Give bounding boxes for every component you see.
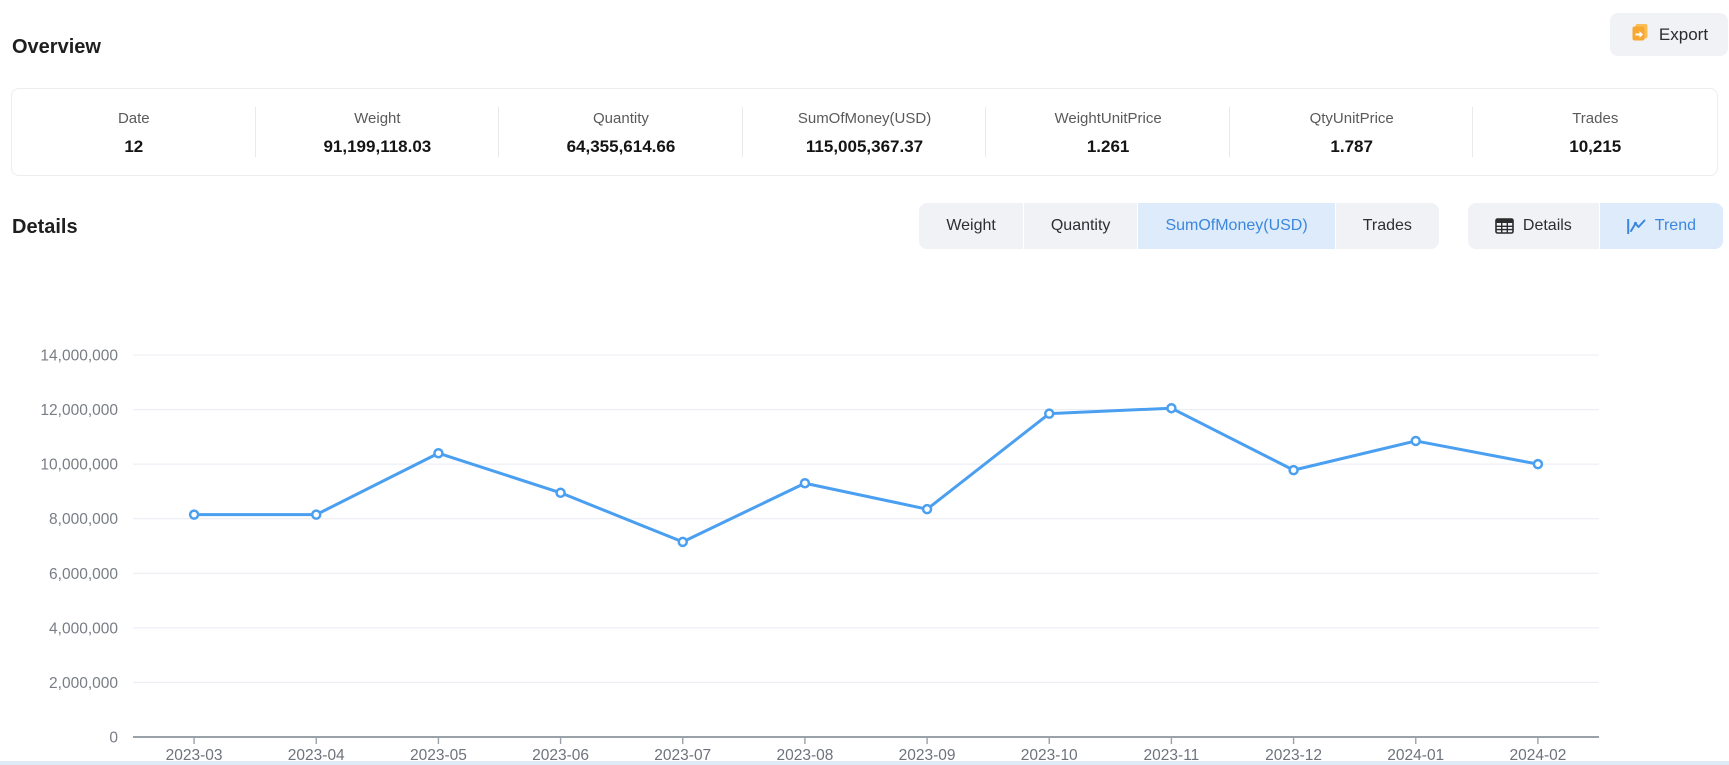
data-point[interactable]	[677, 536, 688, 548]
stat-value: 91,199,118.03	[323, 137, 432, 156]
y-axis-tick-label: 8,000,000	[49, 511, 118, 528]
stat-value: 12	[124, 137, 144, 156]
tab-details-view[interactable]: Details	[1467, 203, 1599, 249]
tab-weight[interactable]: Weight	[919, 203, 1023, 249]
export-file-icon	[1630, 22, 1650, 47]
details-toolbar: Weight Quantity SumOfMoney(USD) Trades D…	[0, 203, 1723, 249]
y-axis-tick-label: 4,000,000	[49, 620, 118, 637]
stat-sum-of-money: SumOfMoney(USD) 115,005,367.37	[743, 89, 987, 175]
tab-trades[interactable]: Trades	[1335, 203, 1439, 249]
stat-label: Trades	[1572, 110, 1619, 127]
stat-value: 1.787	[1330, 137, 1373, 156]
x-axis-tick-label: 2024-01	[1387, 747, 1444, 764]
tab-sum-of-money[interactable]: SumOfMoney(USD)	[1138, 203, 1335, 249]
stat-value: 1.261	[1086, 137, 1130, 156]
stat-date: Date 12	[12, 89, 256, 175]
x-axis-tick-label: 2023-03	[166, 747, 223, 764]
x-axis-tick-label: 2023-12	[1265, 747, 1322, 764]
data-point[interactable]	[1532, 458, 1544, 470]
table-icon	[1495, 218, 1514, 234]
x-axis-tick-label: 2023-06	[532, 747, 589, 764]
data-point[interactable]	[311, 509, 322, 520]
data-point[interactable]	[1044, 408, 1055, 419]
trend-icon	[1626, 218, 1646, 235]
export-button[interactable]: Export	[1610, 13, 1728, 56]
stat-value: 64,355,614.66	[566, 137, 676, 156]
stat-weight-unit-price: WeightUnitPrice 1.261	[986, 89, 1230, 175]
data-point[interactable]	[188, 509, 200, 520]
x-axis-tick-label: 2024-02	[1509, 747, 1566, 764]
stat-label: SumOfMoney(USD)	[797, 110, 932, 127]
export-label: Export	[1658, 24, 1709, 44]
trend-line	[192, 406, 1540, 544]
overview-stats-card: Date 12 Weight 91,199,118.03 Quantity 64…	[11, 88, 1718, 176]
x-axis-tick-label: 2023-04	[288, 747, 345, 764]
y-axis-tick-label: 14,000,000	[40, 348, 118, 365]
data-point[interactable]	[1410, 435, 1421, 447]
stat-value: 10,215	[1569, 137, 1622, 156]
stat-quantity: Quantity 64,355,614.66	[499, 89, 743, 175]
tab-trend-view[interactable]: Trend	[1599, 203, 1723, 249]
tab-label: Details	[1522, 217, 1572, 234]
x-axis-tick-label: 2023-11	[1144, 747, 1200, 764]
details-title: Details	[12, 216, 78, 238]
y-axis-tick-label: 0	[109, 730, 118, 747]
stat-value: 115,005,367.37	[805, 137, 924, 156]
tab-label: Trend	[1654, 217, 1696, 234]
bottom-divider	[0, 761, 1729, 765]
view-tab-group: Details Trend	[1467, 203, 1723, 249]
x-axis-tick-label: 2023-08	[776, 747, 833, 764]
stat-label: QtyUnitPrice	[1309, 110, 1394, 127]
y-axis-tick-label: 6,000,000	[49, 566, 118, 583]
stat-label: Quantity	[593, 110, 649, 127]
metric-tab-group: Weight Quantity SumOfMoney(USD) Trades	[919, 203, 1439, 249]
tab-quantity[interactable]: Quantity	[1023, 203, 1138, 249]
x-axis-tick-label: 2023-10	[1021, 747, 1078, 764]
x-axis-tick-label: 2023-07	[654, 747, 711, 764]
data-point[interactable]	[921, 503, 933, 515]
stat-qty-unit-price: QtyUnitPrice 1.787	[1230, 89, 1474, 175]
y-axis-tick-label: 12,000,000	[40, 402, 118, 419]
x-axis-tick-label: 2023-09	[899, 747, 956, 764]
data-point[interactable]	[799, 477, 811, 489]
trend-line-chart[interactable]: 0 2,000,000 4,000,000 6,000,000 8,000,000 10,…	[0, 290, 1729, 765]
stat-label: WeightUnitPrice	[1054, 110, 1162, 127]
y-axis-tick-label: 2,000,000	[49, 675, 118, 692]
stat-trades: Trades 10,215	[1473, 89, 1717, 175]
stat-label: Date	[117, 110, 150, 127]
overview-title: Overview	[12, 36, 101, 58]
data-point[interactable]	[433, 447, 444, 459]
y-axis-tick-label: 10,000,000	[40, 457, 118, 474]
stat-label: Weight	[354, 110, 401, 127]
data-point[interactable]	[555, 487, 566, 499]
data-point[interactable]	[1166, 402, 1177, 414]
x-axis-tick-label: 2023-05	[410, 747, 467, 764]
data-point[interactable]	[1288, 464, 1299, 476]
stat-weight: Weight 91,199,118.03	[256, 89, 500, 175]
